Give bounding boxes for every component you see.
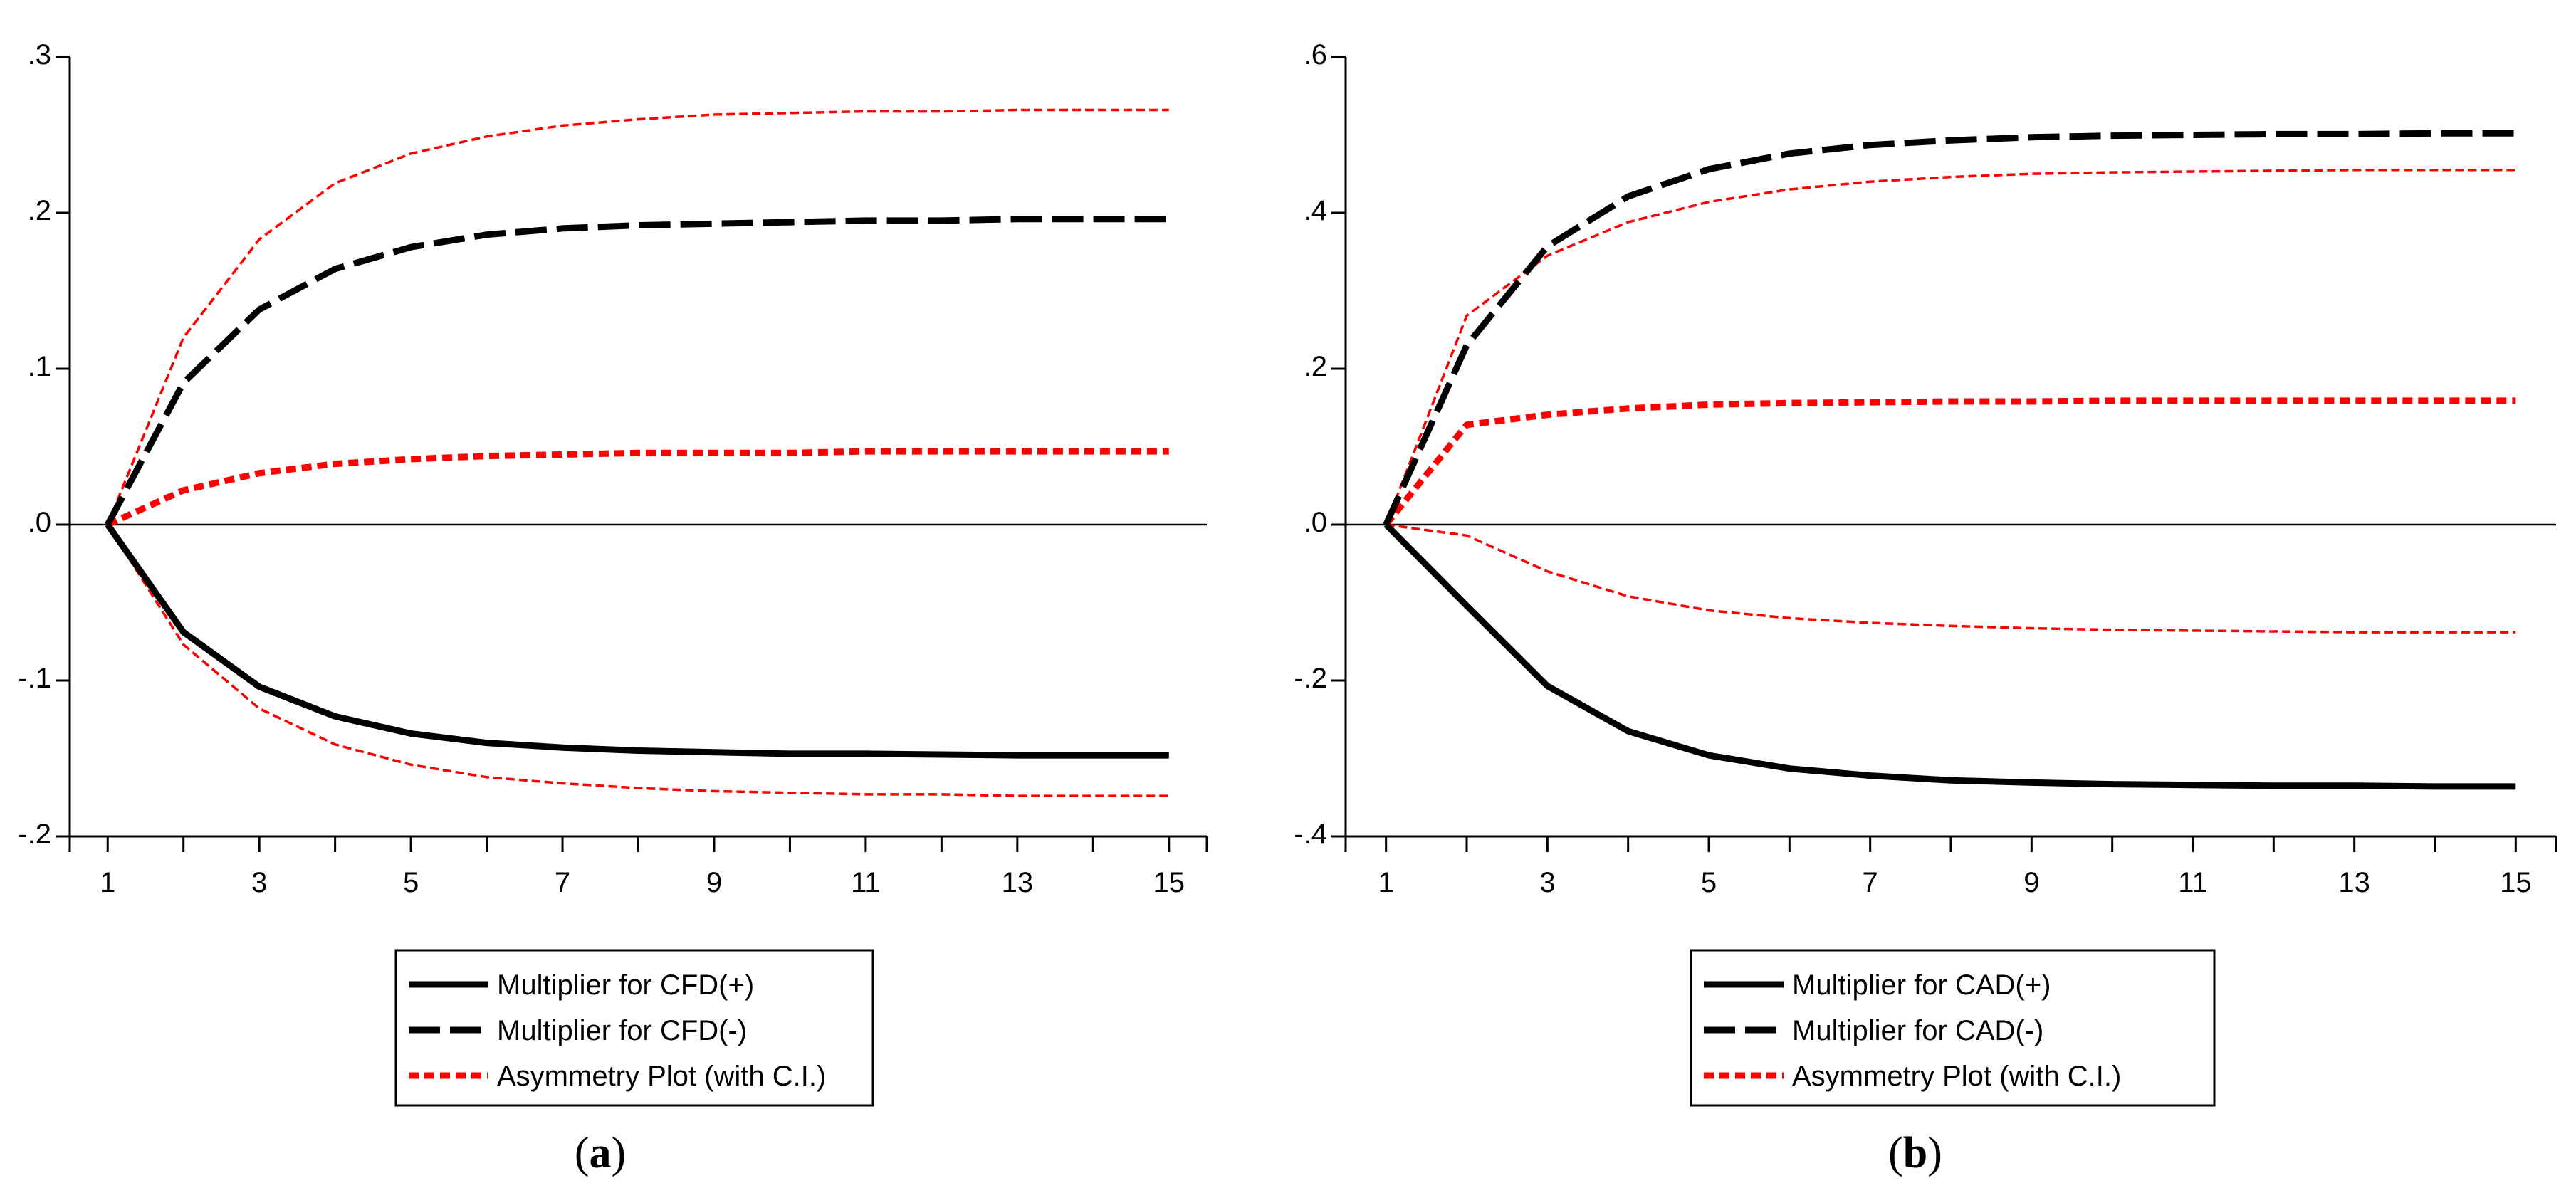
x-tick-label: 5 xyxy=(1701,867,1717,898)
legend: Multiplier for CAD(+) Multiplier for CAD(… xyxy=(1690,949,2216,1107)
x-tick-label: 15 xyxy=(2500,867,2532,898)
series-line-lower-c-i xyxy=(1386,523,2516,634)
legend-label: Multiplier for CFD(+) xyxy=(497,969,754,1001)
series-line-multiplier-for-cad xyxy=(1383,522,2516,790)
series-line-asymmetry-plot-with-c-i xyxy=(106,448,1169,528)
series-line-multiplier-for-cfd xyxy=(105,216,1169,527)
y-tick-label: .4 xyxy=(1304,195,1327,226)
legend-label: Multiplier for CAD(-) xyxy=(1792,1015,2043,1046)
legend-box xyxy=(1690,949,2216,1107)
series-line-multiplier-for-cad xyxy=(1383,130,2516,526)
y-tick-label: -.2 xyxy=(1294,663,1327,694)
y-tick-label: -.4 xyxy=(1294,819,1327,850)
x-tick-label: 3 xyxy=(251,867,267,898)
series-line-upper-c-i xyxy=(1385,169,2516,525)
legend-label: Asymmetry Plot (with C.I.) xyxy=(497,1061,826,1092)
x-tick-label: 11 xyxy=(2178,867,2208,898)
caption-paren-open: ( xyxy=(575,1129,590,1177)
series-line-upper-c-i xyxy=(106,108,1169,525)
legend-label: Multiplier for CAD(+) xyxy=(1792,969,2051,1001)
x-tick-label: 9 xyxy=(706,867,722,898)
x-tick-label: 9 xyxy=(2023,867,2039,898)
series-line-multiplier-for-cfd xyxy=(105,522,1169,759)
legend-label: Asymmetry Plot (with C.I.) xyxy=(1792,1061,2121,1092)
x-tick-label: 11 xyxy=(851,867,881,898)
x-tick-label: 7 xyxy=(1863,867,1878,898)
series-line-lower-c-i xyxy=(106,524,1169,797)
x-tick-label: 13 xyxy=(1002,867,1034,898)
panel-caption: (a) xyxy=(575,1129,626,1177)
caption-letter: b xyxy=(1903,1129,1927,1177)
y-tick-label: .1 xyxy=(28,351,51,382)
x-tick-label: 5 xyxy=(403,867,419,898)
y-tick-label: .6 xyxy=(1304,39,1327,70)
y-tick-label: -.2 xyxy=(18,819,51,850)
series-line-asymmetry-plot-with-c-i xyxy=(1383,397,2516,527)
y-tick-label: .0 xyxy=(1304,507,1327,538)
caption-paren-close: ) xyxy=(612,1129,627,1177)
x-tick-label: 3 xyxy=(1539,867,1555,898)
panel-caption: (b) xyxy=(1888,1129,1942,1177)
x-tick-label: 1 xyxy=(100,867,115,898)
x-tick-label: 13 xyxy=(2338,867,2370,898)
legend: Multiplier for CFD(+) Multiplier for CFD(… xyxy=(394,949,874,1107)
y-tick-label: .3 xyxy=(28,39,51,70)
legend-label: Multiplier for CFD(-) xyxy=(497,1015,747,1046)
x-tick-label: 7 xyxy=(555,867,570,898)
y-tick-label: .2 xyxy=(1304,351,1327,382)
x-tick-label: 15 xyxy=(1153,867,1185,898)
y-tick-label: -.1 xyxy=(18,663,51,694)
caption-letter: a xyxy=(590,1129,612,1177)
caption-paren-close: ) xyxy=(1927,1129,1942,1177)
caption-paren-open: ( xyxy=(1888,1129,1903,1177)
y-tick-label: .0 xyxy=(28,507,51,538)
x-tick-label: 1 xyxy=(1378,867,1394,898)
y-tick-label: .2 xyxy=(28,195,51,226)
